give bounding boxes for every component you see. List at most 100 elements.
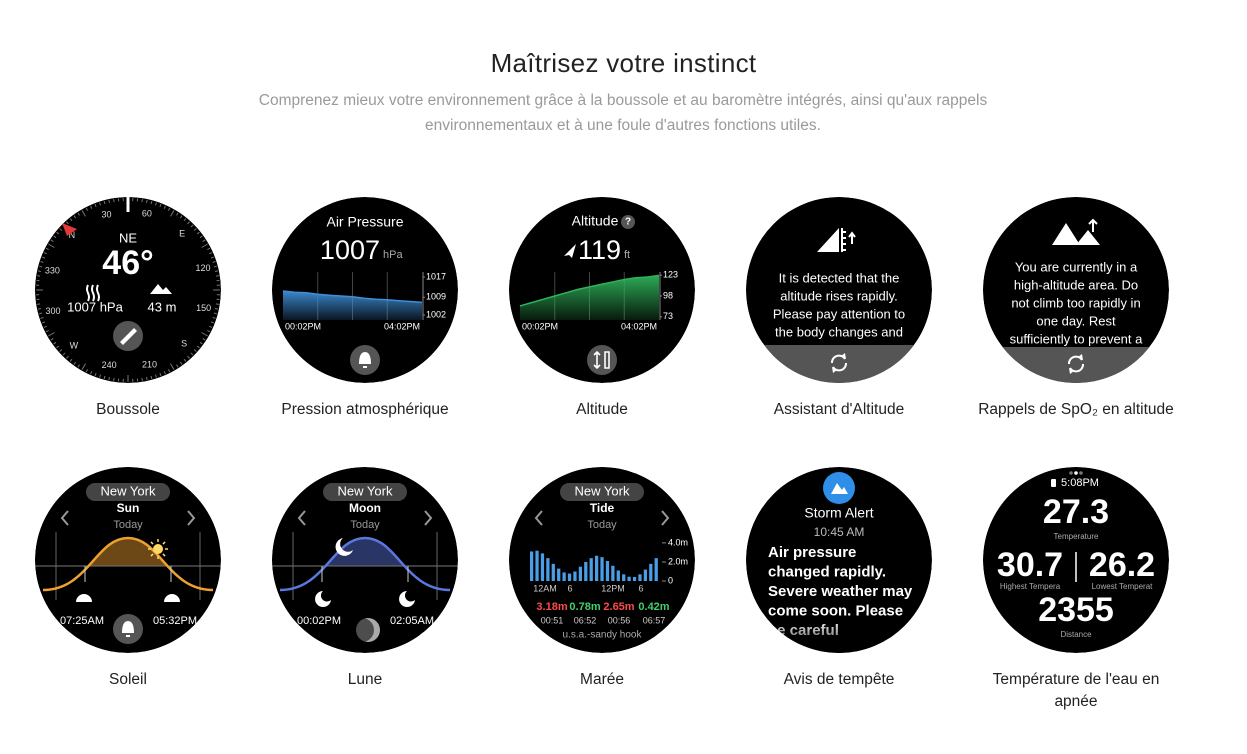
mountain-icon: [831, 483, 848, 494]
watch-text: Today: [113, 519, 143, 531]
mountain-icon: [1052, 223, 1080, 245]
sun-ray: [162, 553, 166, 557]
compass-label: 240: [102, 360, 117, 370]
y-tick-label: 1002: [426, 309, 446, 319]
sun-icon: [153, 544, 163, 554]
area-line: [519, 274, 660, 307]
compass-tick: [176, 364, 179, 368]
feature-caption: Boussole: [96, 401, 160, 418]
watch-face: Altitude ? 119 ft 123 98 73 00:02PM 04:02PM: [509, 197, 695, 383]
watch-text: 2355: [1038, 591, 1114, 629]
tide-time: 00:56: [608, 615, 631, 625]
message-line: one day. Rest: [1036, 313, 1116, 328]
tide-bar: [530, 551, 534, 581]
compass-tick: [214, 270, 219, 272]
compass-tick: [170, 210, 175, 217]
compass-tick: [103, 201, 106, 205]
compass-tick: [183, 358, 187, 362]
watch-face: New York Moon Today 00:02PM 02:05AM: [272, 467, 458, 653]
chevron-right: [424, 510, 433, 526]
compass-tick: [85, 369, 89, 373]
watch-screen: [746, 467, 932, 653]
compass-tick: [159, 372, 162, 377]
rise-time: 00:02PM: [297, 615, 341, 627]
tide-bar: [567, 573, 572, 581]
pressure-icon: [96, 284, 100, 302]
message-line: altitude rises rapidly.: [780, 288, 898, 303]
compass-tick: [99, 374, 101, 378]
message-line: sufficiently to prevent a: [1010, 331, 1143, 346]
area-line: [282, 290, 423, 304]
compass-tick: [59, 349, 63, 352]
rise-time: 07:25AM: [60, 615, 104, 627]
watch-screen: [35, 197, 221, 383]
page-dot: [1079, 471, 1083, 475]
mountain-icon: [1076, 230, 1100, 245]
feature-caption: Marée: [580, 671, 624, 688]
compass-tick: [40, 261, 44, 263]
tide-bar: [562, 572, 566, 581]
watch-text: Altitude: [572, 213, 619, 229]
feature-caption: Lune: [347, 671, 383, 688]
compass-tick: [66, 221, 69, 225]
y-tick-label: 1017: [426, 271, 446, 281]
compass-tick: [167, 369, 171, 373]
arrow-icon: [1088, 218, 1098, 232]
sky-arc: [279, 536, 451, 592]
watch-text: 5:08PM: [1061, 477, 1099, 489]
watch-screen: [746, 197, 932, 383]
arrow-icon: [564, 244, 576, 258]
compass-tick: [201, 243, 208, 248]
message-line: You are currently in a: [1015, 259, 1138, 274]
compass-tick: [48, 332, 55, 337]
message-line: the body changes and: [775, 324, 903, 339]
compass-tick: [190, 224, 194, 228]
compass-tick: [201, 332, 208, 337]
page-dot: [1074, 471, 1078, 475]
tide-bar: [616, 570, 620, 581]
pressure-icon: [91, 284, 95, 302]
compass-tick: [155, 202, 157, 206]
action-band: [746, 345, 932, 383]
feature-caption: Avis de tempête: [783, 671, 895, 688]
compass-tick: [39, 265, 43, 268]
compass-tick: [41, 256, 46, 259]
compass-tick: [210, 256, 215, 259]
compass-tick: [176, 212, 179, 216]
compass-tick: [187, 355, 190, 359]
tide-bar: [573, 571, 577, 581]
moonrise-icon: [399, 591, 415, 607]
x-label: 12AM: [533, 583, 557, 593]
compass-tick: [187, 221, 190, 225]
page-dot: [1069, 471, 1073, 475]
compass-tick: [209, 325, 213, 328]
message-line: changed rapidly.: [768, 563, 886, 580]
watch-text: Tide: [590, 501, 615, 515]
compass-tick: [170, 363, 175, 370]
compass-tick: [81, 210, 86, 217]
compass-tick: [196, 231, 200, 235]
city-pill: [323, 483, 407, 501]
sun-ray: [150, 553, 154, 557]
tide-bar: [600, 557, 604, 581]
watch-text: 119: [578, 235, 621, 265]
chevron-right: [187, 510, 196, 526]
tide-time: 00:51: [541, 615, 564, 625]
sun-ray: [162, 541, 166, 545]
watch-text: 27.3: [1043, 493, 1109, 531]
tide-bar: [535, 550, 539, 581]
watch-text: Distance: [1060, 630, 1092, 639]
compass-tick: [212, 261, 216, 263]
compass-label: 120: [195, 263, 210, 273]
watch-text: ?: [625, 217, 631, 228]
watch-text: Lowest Temperat: [1092, 582, 1154, 591]
tide-bar: [584, 561, 588, 581]
compass-tick: [90, 205, 93, 209]
message-line: not climb too rapidly in: [1011, 295, 1140, 310]
watch-screen: [35, 467, 221, 653]
north-needle: [62, 223, 77, 236]
compass-tick: [108, 376, 110, 381]
compass-tick: [45, 247, 49, 251]
x-label: 6: [567, 583, 572, 593]
tide-bar: [595, 555, 599, 581]
